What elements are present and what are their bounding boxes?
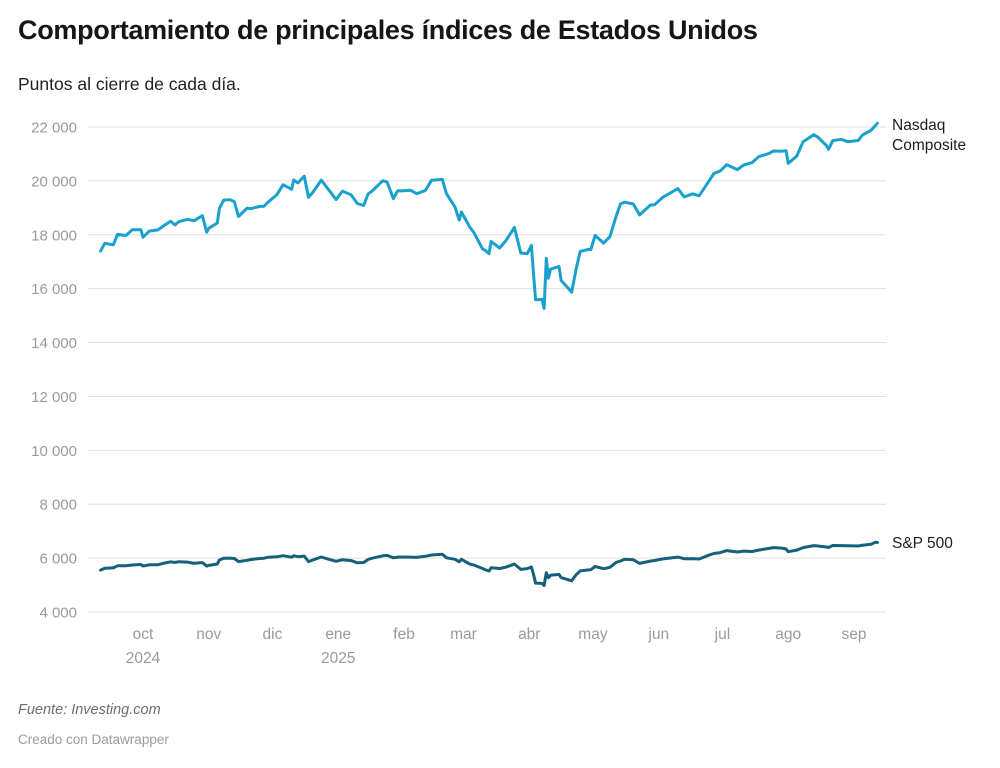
x-axis-tick-label: sep bbox=[842, 626, 867, 643]
series-label-nasdaq-composite: Nasdaq Composite bbox=[892, 117, 967, 155]
y-axis-tick-label: 12 000 bbox=[31, 389, 77, 406]
x-axis-tick-label: abr bbox=[518, 626, 540, 643]
y-axis-tick-label: 6 000 bbox=[39, 551, 77, 568]
series-label-sp500: S&P 500 bbox=[892, 535, 953, 552]
x-axis-tick-label: jun bbox=[647, 626, 669, 643]
x-axis-year-label: 2024 bbox=[126, 650, 161, 667]
datawrapper-credit: Creado con Datawrapper bbox=[18, 732, 169, 747]
x-axis-tick-label: ago bbox=[775, 626, 801, 643]
y-axis-tick-label: 16 000 bbox=[31, 281, 77, 298]
chart-title: Comportamiento de principales índices de… bbox=[18, 15, 758, 45]
x-axis-tick-label: jul bbox=[714, 626, 731, 643]
x-axis-tick-label: ene bbox=[325, 626, 351, 643]
line-chart: 4 000 6 000 8 000 10 000 12 000 14 000 16 000 1… bbox=[31, 120, 886, 667]
y-axis-tick-label: 14 000 bbox=[31, 335, 77, 352]
x-axis-tick-label: feb bbox=[393, 626, 415, 643]
y-axis-tick-label: 22 000 bbox=[31, 120, 77, 137]
y-axis-tick-label: 10 000 bbox=[31, 443, 77, 460]
x-axis-year-label: 2025 bbox=[321, 650, 355, 667]
x-axis-tick-label: nov bbox=[196, 626, 221, 643]
sp500-line bbox=[99, 540, 879, 587]
y-axis-tick-label: 18 000 bbox=[31, 227, 77, 244]
chart-subtitle: Puntos al cierre de cada día. bbox=[18, 74, 241, 94]
x-axis-tick-label: may bbox=[578, 626, 608, 643]
x-axis-tick-label: oct bbox=[133, 626, 154, 643]
x-axis-tick-label: dic bbox=[263, 626, 283, 643]
y-axis-tick-label: 8 000 bbox=[39, 497, 77, 514]
source-line: Fuente: Investing.com bbox=[18, 702, 161, 718]
y-axis-tick-label: 20 000 bbox=[31, 173, 77, 190]
y-axis-tick-label: 4 000 bbox=[39, 605, 77, 622]
x-axis-tick-label: mar bbox=[450, 626, 477, 643]
nasdaq-line bbox=[99, 121, 879, 310]
